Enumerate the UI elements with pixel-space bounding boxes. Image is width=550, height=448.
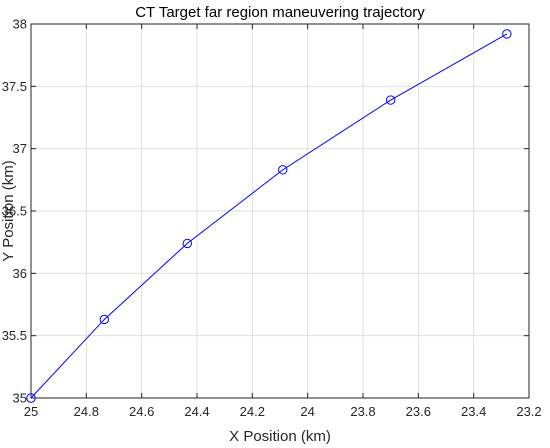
- x-tick-label: 23.2: [516, 404, 541, 419]
- y-tick-label: 36: [13, 266, 27, 281]
- x-tick-label: 24.6: [129, 404, 154, 419]
- data-point-marker: [502, 29, 512, 39]
- data-point-marker: [99, 314, 110, 325]
- x-tick-label: 23.8: [350, 404, 375, 419]
- chart-title: CT Target far region maneuvering traject…: [135, 4, 425, 21]
- y-tick-label: 37.5: [2, 79, 27, 94]
- ticks: 25 24.8 24.6 24.4 24.2 24 23.8 23.6 23.4 23.2 35 35…: [2, 17, 542, 420]
- x-axis-title: X Position (km): [229, 428, 331, 445]
- y-tick-label: 37: [13, 141, 27, 156]
- y-tick-label: 35.5: [2, 328, 27, 343]
- data-point-marker: [385, 95, 396, 105]
- y-tick-label: 36.5: [2, 204, 27, 219]
- y-tick-label: 38: [13, 17, 27, 32]
- x-tick-label: 25: [24, 404, 38, 419]
- x-tick-label: 24: [300, 404, 314, 419]
- data-point-marker: [182, 238, 193, 249]
- y-axis-title: Y Position (km): [0, 160, 17, 261]
- y-tick-label: 35: [13, 391, 27, 406]
- x-tick-label: 23.4: [461, 404, 486, 419]
- data-point-marker: [278, 165, 288, 175]
- x-tick-label: 24.2: [240, 404, 265, 419]
- series: [26, 29, 512, 403]
- series-line: [30, 33, 508, 399]
- data-point-marker: [26, 393, 36, 403]
- x-tick-label: 24.8: [74, 404, 99, 419]
- x-tick-label: 24.4: [184, 404, 209, 419]
- x-tick-label: 23.6: [406, 404, 431, 419]
